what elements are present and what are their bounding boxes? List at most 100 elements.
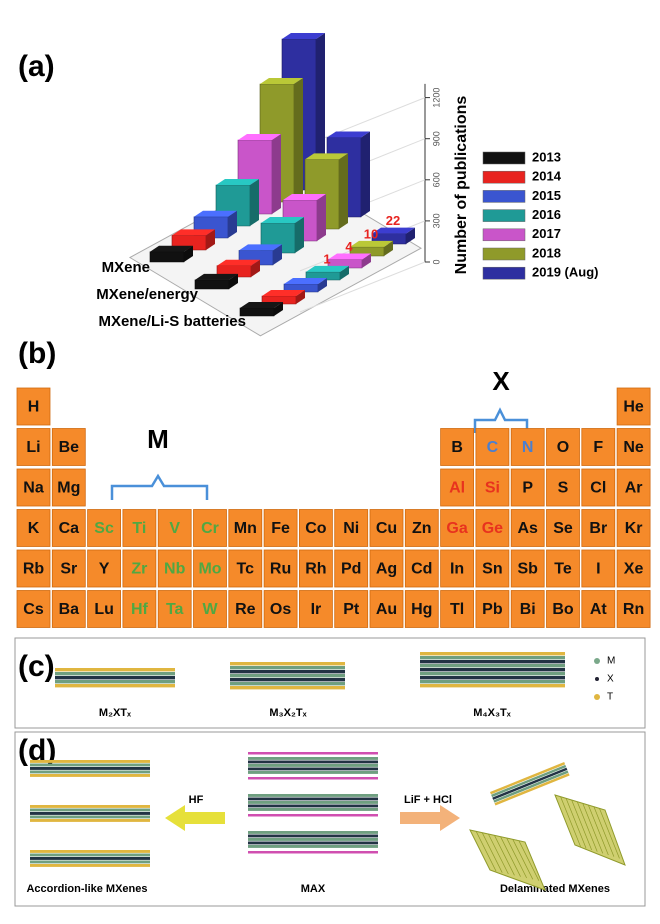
flake-stripe: [599, 808, 620, 859]
element-symbol: W: [202, 601, 218, 618]
atomic-layer: [30, 767, 150, 770]
z-axis-title: Number of publications: [453, 96, 470, 275]
z-tick-label: 1200: [431, 88, 441, 108]
element-cell: [87, 509, 121, 547]
atomic-layer: [248, 838, 378, 841]
atomic-layer: [420, 684, 565, 688]
element-cell: [616, 549, 651, 588]
element-symbol: Ta: [166, 601, 184, 618]
annotation: M: [147, 424, 169, 454]
element-symbol: Nb: [164, 561, 186, 578]
bar-side: [384, 240, 393, 256]
bar-top: [239, 244, 282, 251]
atomic-layer: [420, 652, 565, 656]
element-cell: [510, 428, 545, 466]
element-cell: [51, 549, 86, 588]
element-symbol: Ti: [132, 520, 146, 537]
element-cell: [510, 590, 545, 628]
element-symbol: Fe: [271, 520, 290, 537]
flake: [490, 762, 570, 806]
atomic-layer: [30, 805, 150, 808]
bar-top: [328, 253, 371, 260]
element-cell: [475, 590, 510, 628]
atomic-layer: [30, 860, 150, 864]
legend-label: T: [607, 692, 613, 703]
atomic-layer: [30, 760, 150, 763]
flake-stripe: [494, 835, 515, 876]
element-cell: [51, 468, 86, 507]
atomic-layer: [230, 686, 345, 690]
data-label: 1: [323, 251, 330, 266]
legend-label: 2013: [532, 149, 561, 164]
bar-top: [284, 278, 327, 284]
element-cell: [546, 509, 580, 547]
bar: [194, 273, 238, 290]
element-symbol: Sc: [94, 520, 114, 537]
bar-top: [327, 131, 370, 138]
bar-front: [149, 251, 185, 263]
element-cell: [581, 468, 616, 507]
element-symbol: Rh: [305, 561, 326, 578]
bar-side: [296, 290, 305, 304]
bar-top: [150, 245, 193, 252]
element-symbol: I: [596, 561, 600, 578]
legend-swatch: [482, 170, 526, 184]
atomic-layer: [248, 845, 378, 848]
element-cell: [616, 468, 651, 507]
element-symbol: Xe: [624, 561, 644, 578]
element-symbol: Ga: [446, 520, 467, 537]
element-symbol: P: [522, 480, 533, 497]
element-symbol: Ru: [270, 561, 291, 578]
flake-stripe: [560, 796, 581, 847]
atomic-layer: [420, 680, 565, 684]
atomic-layer: [55, 668, 175, 672]
category-label: MXene/energy: [96, 286, 198, 303]
flake-stripe: [576, 801, 598, 852]
element-symbol: Ca: [59, 520, 80, 537]
caption: MAX: [301, 883, 326, 895]
element-cell: [16, 468, 51, 507]
element-cell: [122, 509, 157, 547]
element-cell: [369, 590, 404, 628]
atomic-layer: [30, 857, 150, 860]
element-symbol: Cd: [411, 561, 432, 578]
atomic-layer: [55, 676, 175, 680]
legend-label: 2017: [532, 226, 561, 241]
element-cell: [298, 590, 333, 628]
bar-side: [406, 227, 415, 244]
bracket: [110, 473, 209, 500]
element-cell: [546, 590, 580, 628]
element-cell: [510, 549, 545, 588]
arrow: [400, 805, 460, 831]
element-cell: [334, 549, 369, 588]
element-symbol: At: [590, 601, 608, 618]
a-layer: [248, 752, 378, 755]
bar: [305, 265, 349, 281]
element-symbol: Li: [26, 439, 40, 456]
element-symbol: Cr: [201, 520, 219, 537]
atomic-layer: [420, 676, 565, 680]
atomic-layer: [248, 771, 378, 774]
bar-top: [306, 265, 349, 272]
element-symbol: Pt: [343, 601, 360, 618]
legend-swatch: [482, 190, 526, 203]
element-cell: [122, 590, 157, 628]
atomic-layer: [230, 662, 345, 666]
element-symbol: Na: [23, 480, 44, 497]
element-cell: [16, 590, 51, 628]
flake-stripe: [481, 832, 503, 873]
element-symbol: Sr: [60, 561, 77, 578]
element-cell: [51, 509, 86, 547]
caption: M₂XTₓ: [99, 707, 132, 719]
element-cell: [263, 590, 298, 628]
element-cell: [122, 549, 157, 588]
bar-side: [317, 194, 326, 241]
z-tick-label: 600: [431, 172, 441, 187]
element-symbol: Se: [553, 520, 573, 537]
element-cell: [298, 549, 333, 588]
element-cell: [369, 509, 404, 547]
bar-top: [217, 259, 260, 266]
element-cell: [475, 509, 510, 547]
category-label: MXene/Li-S batteries: [98, 313, 246, 330]
data-label: 22: [386, 213, 400, 228]
